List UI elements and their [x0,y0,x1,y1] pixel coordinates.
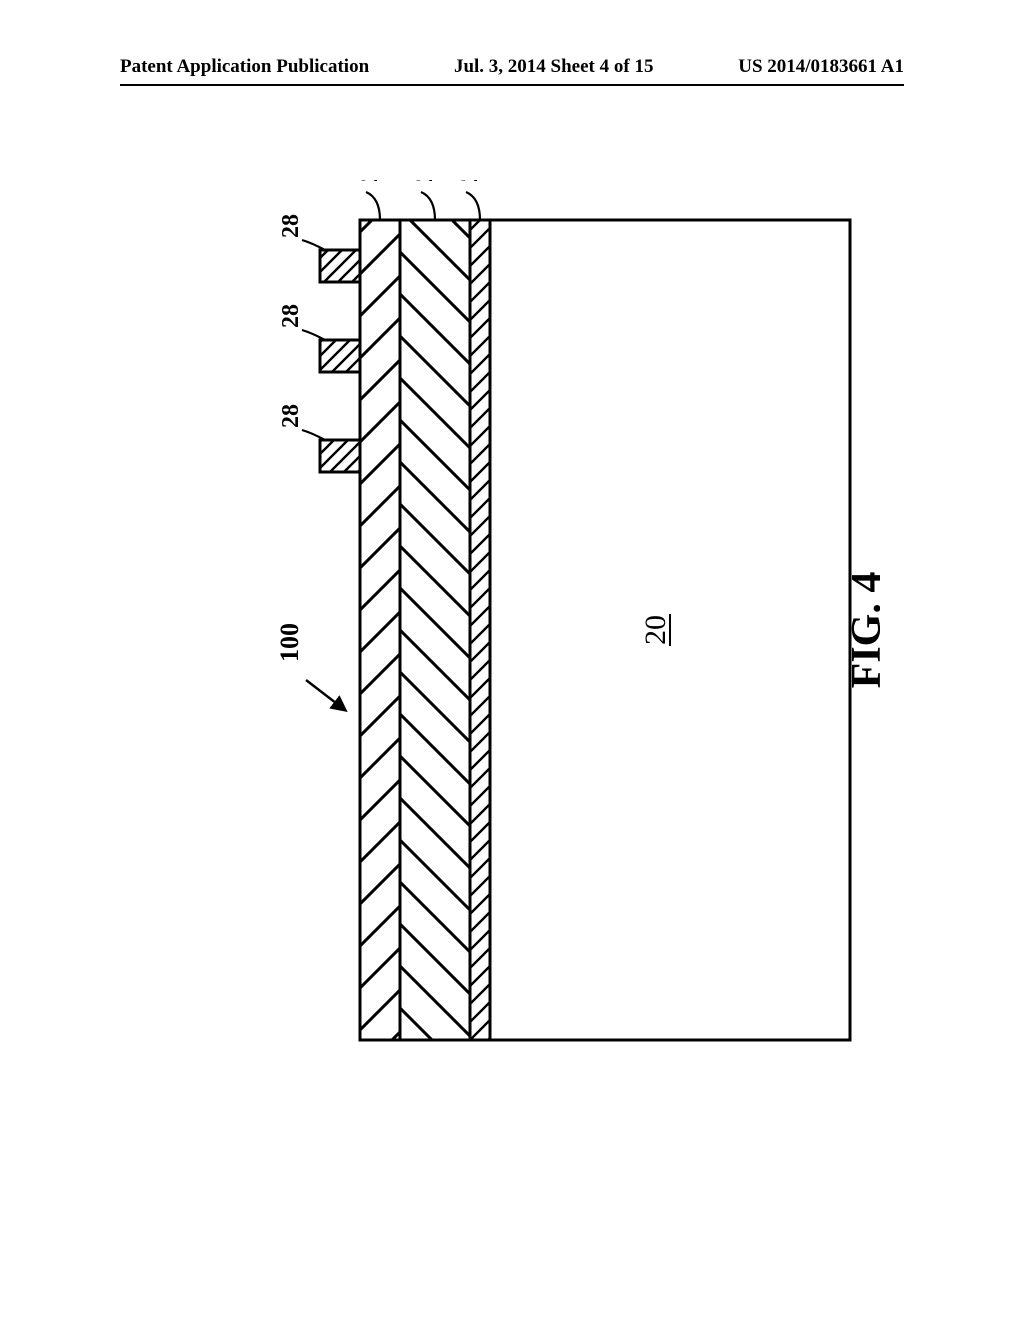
ref-22: 22 [457,180,483,182]
ref-100: 100 [275,623,304,662]
ref-28-a: 28 [278,214,304,238]
layer-22 [470,220,490,1040]
page-header: Patent Application Publication Jul. 3, 2… [0,56,1024,78]
ref-26: 26 [357,180,383,182]
ref-24: 24 [412,180,438,182]
header-rule [120,84,904,86]
blocks-28 [320,250,360,472]
header-left: Patent Application Publication [120,56,369,78]
ref-28-c: 28 [278,404,304,428]
header-center: Jul. 3, 2014 Sheet 4 of 15 [454,56,654,78]
assembly-100-callout [306,680,345,710]
header-right: US 2014/0183661 A1 [738,56,904,78]
ref-20: 20 [639,615,672,645]
layer-leaders [366,192,480,220]
layer-26 [360,220,400,1040]
patent-figure: 20 FIG. 4 22 24 26 28 28 28 100 [160,180,880,1180]
layer-24 [400,220,470,1040]
ref-28-b: 28 [278,304,304,328]
page: Patent Application Publication Jul. 3, 2… [0,0,1024,1320]
figure-caption: FIG. 4 [844,572,880,689]
